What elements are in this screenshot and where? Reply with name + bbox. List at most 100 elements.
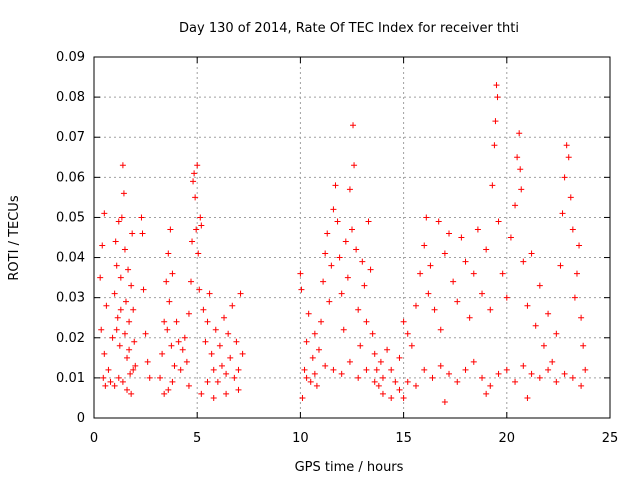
y-tick-label: 0.06 <box>56 170 85 185</box>
data-point <box>185 310 192 317</box>
data-point <box>157 374 164 381</box>
data-point <box>491 142 498 149</box>
y-tick-label: 0 <box>77 411 85 426</box>
data-point <box>165 386 172 393</box>
data-point <box>396 386 403 393</box>
data-point <box>518 186 525 193</box>
data-point <box>218 362 225 369</box>
data-point <box>553 378 560 385</box>
data-point <box>192 194 199 201</box>
data-point <box>109 334 116 341</box>
data-point <box>516 130 523 137</box>
data-point <box>375 382 382 389</box>
data-point <box>126 318 133 325</box>
data-point <box>495 218 502 225</box>
x-tick-label: 0 <box>90 431 98 446</box>
data-point <box>503 294 510 301</box>
data-point <box>169 270 176 277</box>
data-point <box>175 338 182 345</box>
data-point <box>322 362 329 369</box>
x-tick-label: 25 <box>602 431 619 446</box>
data-point <box>435 218 442 225</box>
data-point <box>197 214 204 221</box>
data-point <box>223 370 230 377</box>
data-point <box>195 250 202 257</box>
data-point <box>582 366 589 373</box>
data-point <box>328 262 335 269</box>
data-point <box>470 358 477 365</box>
data-point <box>371 378 378 385</box>
data-point <box>169 378 176 385</box>
data-point <box>561 174 568 181</box>
data-point <box>458 234 465 241</box>
data-point <box>115 218 122 225</box>
data-point <box>569 374 576 381</box>
data-point <box>305 310 312 317</box>
data-point <box>487 382 494 389</box>
plot-frame <box>93 56 611 419</box>
data-point <box>532 322 539 329</box>
data-point <box>499 270 506 277</box>
data-point <box>493 82 500 89</box>
data-point <box>512 202 519 209</box>
data-point <box>441 398 448 405</box>
data-point <box>185 382 192 389</box>
data-point <box>168 342 175 349</box>
data-point <box>204 318 211 325</box>
x-tick-label: 20 <box>499 431 516 446</box>
data-point <box>311 370 318 377</box>
data-point <box>126 346 133 353</box>
data-point <box>578 382 585 389</box>
y-tick-label: 0.03 <box>56 291 85 306</box>
data-point <box>303 338 310 345</box>
data-point <box>379 390 386 397</box>
data-point <box>423 214 430 221</box>
data-point <box>159 350 166 357</box>
data-point <box>540 342 547 349</box>
data-point <box>340 326 347 333</box>
data-point <box>124 354 131 361</box>
data-point <box>124 386 131 393</box>
data-point <box>315 346 322 353</box>
data-point <box>309 354 316 361</box>
data-point <box>202 338 209 345</box>
data-point <box>119 378 126 385</box>
data-point <box>528 250 535 257</box>
data-point <box>487 306 494 313</box>
data-point <box>492 118 499 125</box>
y-tick-label: 0.01 <box>56 371 85 386</box>
data-point <box>165 250 172 257</box>
data-point <box>121 246 128 253</box>
y-tick-label: 0.02 <box>56 331 85 346</box>
data-point <box>437 362 444 369</box>
data-point <box>115 374 122 381</box>
data-point <box>503 366 510 373</box>
data-point <box>353 246 360 253</box>
data-point <box>128 390 135 397</box>
data-point <box>373 366 380 373</box>
data-point <box>479 374 486 381</box>
data-point <box>569 226 576 233</box>
data-point <box>388 366 395 373</box>
data-point <box>117 306 124 313</box>
data-point <box>369 330 376 337</box>
data-point <box>330 366 337 373</box>
data-point <box>404 330 411 337</box>
data-point <box>483 246 490 253</box>
data-point <box>129 230 136 237</box>
data-point <box>361 282 368 289</box>
data-point <box>450 278 457 285</box>
data-point <box>528 370 535 377</box>
data-point <box>118 214 125 221</box>
data-point <box>179 346 186 353</box>
data-point <box>210 394 217 401</box>
data-point <box>462 366 469 373</box>
data-point <box>130 306 137 313</box>
data-point <box>119 162 126 169</box>
data-point <box>384 346 391 353</box>
data-point <box>140 286 147 293</box>
data-point <box>297 270 304 277</box>
data-point <box>446 370 453 377</box>
data-point <box>223 390 230 397</box>
data-point <box>311 330 318 337</box>
